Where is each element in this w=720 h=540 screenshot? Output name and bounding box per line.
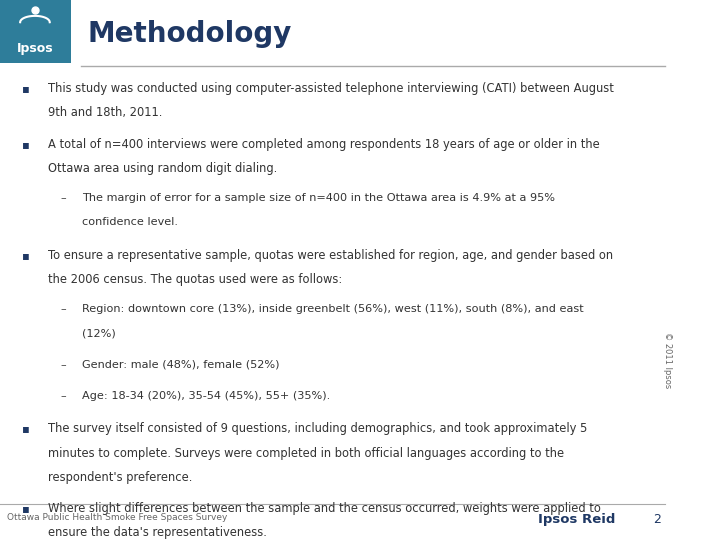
Text: ▪: ▪ bbox=[22, 422, 30, 435]
Text: Where slight differences between the sample and the census occurred, weights wer: Where slight differences between the sam… bbox=[48, 502, 601, 515]
Text: the 2006 census. The quotas used were as follows:: the 2006 census. The quotas used were as… bbox=[48, 273, 343, 286]
Text: Ipsos: Ipsos bbox=[17, 42, 53, 55]
Text: ensure the data's representativeness.: ensure the data's representativeness. bbox=[48, 526, 267, 539]
Text: To ensure a representative sample, quotas were established for region, age, and : To ensure a representative sample, quota… bbox=[48, 248, 613, 262]
Text: 9th and 18th, 2011.: 9th and 18th, 2011. bbox=[48, 106, 163, 119]
FancyBboxPatch shape bbox=[0, 0, 71, 64]
Text: ▪: ▪ bbox=[22, 138, 30, 151]
Text: The margin of error for a sample size of n=400 in the Ottawa area is 4.9% at a 9: The margin of error for a sample size of… bbox=[82, 193, 555, 203]
Text: (12%): (12%) bbox=[82, 328, 116, 339]
Text: –: – bbox=[60, 391, 66, 401]
Text: –: – bbox=[60, 360, 66, 370]
Text: Ottawa Public Health Smoke Free Spaces Survey: Ottawa Public Health Smoke Free Spaces S… bbox=[6, 513, 227, 522]
Text: A total of n=400 interviews were completed among respondents 18 years of age or : A total of n=400 interviews were complet… bbox=[48, 138, 600, 151]
Text: ▪: ▪ bbox=[22, 82, 30, 95]
Text: ▪: ▪ bbox=[22, 248, 30, 262]
Text: Ottawa area using random digit dialing.: Ottawa area using random digit dialing. bbox=[48, 162, 278, 175]
Text: respondent's preference.: respondent's preference. bbox=[48, 471, 193, 484]
Text: Region: downtown core (13%), inside greenbelt (56%), west (11%), south (8%), and: Region: downtown core (13%), inside gree… bbox=[82, 304, 584, 314]
Text: The survey itself consisted of 9 questions, including demographics, and took app: The survey itself consisted of 9 questio… bbox=[48, 422, 588, 435]
Text: Ipsos Reid: Ipsos Reid bbox=[538, 513, 615, 526]
Text: Methodology: Methodology bbox=[87, 21, 292, 49]
Text: minutes to complete. Surveys were completed in both official languages according: minutes to complete. Surveys were comple… bbox=[48, 447, 564, 460]
Text: © 2011 Ipsos: © 2011 Ipsos bbox=[662, 332, 672, 388]
Text: confidence level.: confidence level. bbox=[82, 218, 178, 227]
Text: This study was conducted using computer-assisted telephone interviewing (CATI) b: This study was conducted using computer-… bbox=[48, 82, 614, 95]
Text: –: – bbox=[60, 193, 66, 203]
Text: 2: 2 bbox=[653, 513, 661, 526]
Text: Gender: male (48%), female (52%): Gender: male (48%), female (52%) bbox=[82, 360, 279, 370]
Text: –: – bbox=[60, 304, 66, 314]
Text: ▪: ▪ bbox=[22, 502, 30, 515]
Text: Age: 18-34 (20%), 35-54 (45%), 55+ (35%).: Age: 18-34 (20%), 35-54 (45%), 55+ (35%)… bbox=[82, 391, 330, 401]
